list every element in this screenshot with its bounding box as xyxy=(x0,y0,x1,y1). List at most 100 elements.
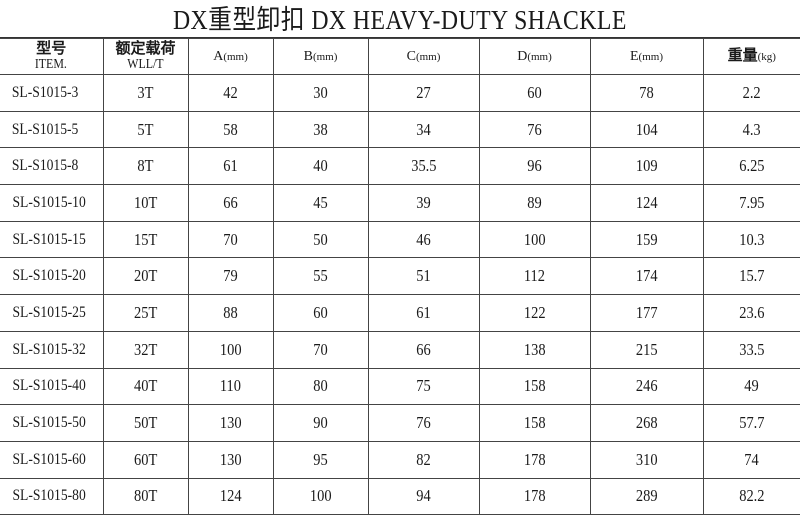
cell-text: 79 xyxy=(223,266,238,286)
header-e-label: E xyxy=(629,48,639,64)
cell-e: 246 xyxy=(589,367,704,406)
cell-text: 10.3 xyxy=(739,229,765,249)
header-weight-label: 重量 xyxy=(727,47,758,64)
cell-b: 95 xyxy=(272,440,369,479)
cell-item: SL-S1015-80 xyxy=(0,477,104,515)
cell-text: 32T xyxy=(133,339,158,359)
cell-d: 96 xyxy=(478,147,591,186)
cell-text: 49 xyxy=(744,376,759,396)
cell-e: 174 xyxy=(589,257,704,296)
cell-c: 35.5 xyxy=(367,147,480,186)
cell-text: 80T xyxy=(133,486,158,506)
header-c: C(mm) xyxy=(367,38,480,75)
cell-weight: 23.6 xyxy=(702,294,800,332)
cell-a: 70 xyxy=(187,220,274,259)
cell-text: SL-S1015-10 xyxy=(12,193,86,211)
cell-text: 39 xyxy=(416,192,431,212)
table-row: SL-S1015-80 80T 124 100 94 178 289 82.2 xyxy=(0,477,800,515)
header-a: A(mm) xyxy=(187,38,274,75)
cell-text: 130 xyxy=(219,413,242,433)
cell-b: 70 xyxy=(272,330,369,369)
cell-text: 100 xyxy=(219,339,242,359)
cell-e: 268 xyxy=(589,404,704,442)
cell-text: 94 xyxy=(416,486,431,506)
cell-b: 55 xyxy=(272,257,369,296)
cell-item: SL-S1015-10 xyxy=(0,184,104,222)
cell-text: 122 xyxy=(523,302,546,322)
cell-a: 88 xyxy=(187,294,274,332)
cell-text: 46 xyxy=(416,229,431,249)
cell-text: 215 xyxy=(635,339,658,359)
cell-text: 76 xyxy=(527,119,542,139)
cell-wll: 60T xyxy=(102,440,189,479)
cell-item: SL-S1015-15 xyxy=(0,220,104,259)
cell-text: 57.7 xyxy=(739,413,765,433)
header-d-unit: (mm) xyxy=(527,50,552,63)
cell-text: SL-S1015-60 xyxy=(12,450,86,468)
cell-text: SL-S1015-3 xyxy=(11,83,79,101)
cell-text: 138 xyxy=(523,339,546,359)
cell-d: 158 xyxy=(478,367,591,406)
cell-text: 40T xyxy=(133,376,158,396)
cell-text: 100 xyxy=(309,486,332,506)
cell-text: 124 xyxy=(219,486,242,506)
cell-wll: 20T xyxy=(102,257,189,296)
cell-d: 112 xyxy=(478,257,591,296)
cell-c: 82 xyxy=(367,440,480,479)
cell-text: SL-S1015-25 xyxy=(12,303,86,321)
cell-wll: 40T xyxy=(102,367,189,406)
cell-item: SL-S1015-3 xyxy=(0,74,104,112)
cell-text: 178 xyxy=(523,449,546,469)
cell-c: 34 xyxy=(367,110,480,149)
cell-text: 177 xyxy=(635,302,658,322)
cell-text: 15.7 xyxy=(739,266,765,286)
cell-b: 40 xyxy=(272,147,369,186)
cell-text: 45 xyxy=(313,192,328,212)
cell-a: 130 xyxy=(187,404,274,442)
cell-b: 38 xyxy=(272,110,369,149)
header-item: 型号 ITEM. xyxy=(0,38,104,75)
cell-c: 51 xyxy=(367,257,480,296)
cell-item: SL-S1015-25 xyxy=(0,294,104,332)
header-item-cn: 型号 xyxy=(36,40,67,57)
cell-text: 70 xyxy=(313,339,328,359)
header-d-label: D xyxy=(517,48,528,64)
cell-e: 124 xyxy=(589,184,704,222)
cell-a: 110 xyxy=(187,367,274,406)
header-item-en: ITEM. xyxy=(35,56,68,72)
cell-weight: 82.2 xyxy=(702,477,800,515)
cell-b: 100 xyxy=(272,477,369,515)
cell-weight: 33.5 xyxy=(702,330,800,369)
table-row: SL-S1015-20 20T 79 55 51 112 174 15.7 xyxy=(0,257,800,296)
cell-text: 90 xyxy=(313,413,328,433)
cell-text: 130 xyxy=(219,449,242,469)
cell-c: 66 xyxy=(367,330,480,369)
header-a-label: A xyxy=(213,48,224,64)
cell-wll: 25T xyxy=(102,294,189,332)
cell-item: SL-S1015-32 xyxy=(0,330,104,369)
cell-text: 40 xyxy=(313,156,328,176)
cell-text: 35.5 xyxy=(410,156,437,176)
cell-d: 100 xyxy=(478,220,591,259)
cell-weight: 6.25 xyxy=(702,147,800,186)
cell-text: 20T xyxy=(133,266,158,286)
cell-weight: 2.2 xyxy=(702,74,800,112)
cell-text: 80 xyxy=(313,376,328,396)
cell-text: SL-S1015-50 xyxy=(12,414,86,432)
cell-d: 60 xyxy=(478,74,591,112)
cell-text: 109 xyxy=(635,156,658,176)
cell-b: 50 xyxy=(272,220,369,259)
cell-text: 60T xyxy=(133,449,158,469)
cell-text: 51 xyxy=(416,266,431,286)
cell-d: 89 xyxy=(478,184,591,222)
cell-text: 58 xyxy=(223,119,238,139)
header-d: D(mm) xyxy=(478,38,591,75)
cell-e: 215 xyxy=(589,330,704,369)
cell-item: SL-S1015-60 xyxy=(0,440,104,479)
cell-text: 158 xyxy=(523,413,546,433)
cell-text: 50 xyxy=(313,229,328,249)
table-row: SL-S1015-50 50T 130 90 76 158 268 57.7 xyxy=(0,404,800,442)
cell-text: 10T xyxy=(133,192,158,212)
cell-text: SL-S1015-80 xyxy=(12,487,86,505)
cell-text: 78 xyxy=(639,82,654,102)
